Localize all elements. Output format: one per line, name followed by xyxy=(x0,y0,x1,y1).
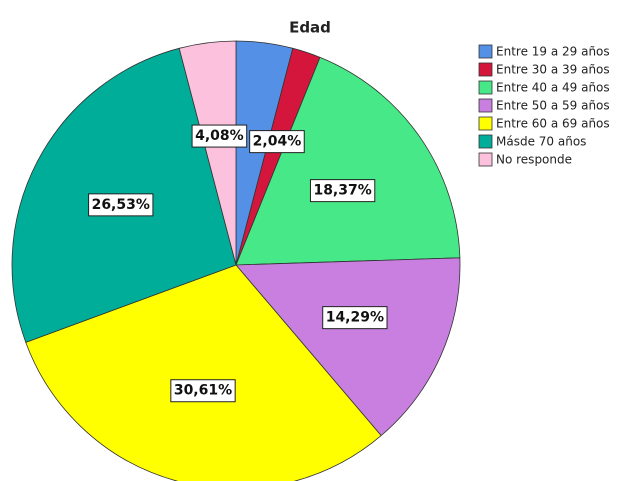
legend-label: Entre 40 a 49 años xyxy=(496,81,610,95)
data-label-box xyxy=(191,124,248,148)
legend-label: Entre 30 a 39 años xyxy=(496,63,610,77)
data-label-box xyxy=(170,379,236,403)
data-label-box xyxy=(322,306,388,330)
data-label: 2,04% xyxy=(253,134,302,150)
data-label: 18,37% xyxy=(313,183,371,199)
legend-swatch xyxy=(478,62,493,77)
legend-label: Entre 50 a 59 años xyxy=(496,99,610,113)
pie-slice xyxy=(178,40,237,266)
pie-slice xyxy=(235,257,461,437)
legend-swatch xyxy=(478,98,493,113)
pie-slice xyxy=(235,56,461,266)
legend-label: Entre 60 a 69 años xyxy=(496,117,610,131)
data-label: 14,29% xyxy=(326,310,384,326)
legend-label: Másde 70 años xyxy=(496,135,586,149)
data-label-box xyxy=(309,179,376,203)
data-label-box xyxy=(88,193,154,217)
chart-title: Edad xyxy=(289,19,331,37)
legend-swatch xyxy=(478,80,493,95)
legend-swatch xyxy=(478,134,493,149)
legend-swatch xyxy=(478,44,493,59)
pie-slice xyxy=(25,264,382,481)
data-label-box xyxy=(249,130,305,154)
data-label: 26,53% xyxy=(92,197,150,213)
data-label: 30,61% xyxy=(174,383,232,399)
legend-label: Entre 19 a 29 años xyxy=(496,45,610,59)
data-label: 4,08% xyxy=(195,128,244,144)
legend-label: No responde xyxy=(496,153,572,167)
legend-swatch xyxy=(478,152,493,167)
legend-swatch xyxy=(478,116,493,131)
